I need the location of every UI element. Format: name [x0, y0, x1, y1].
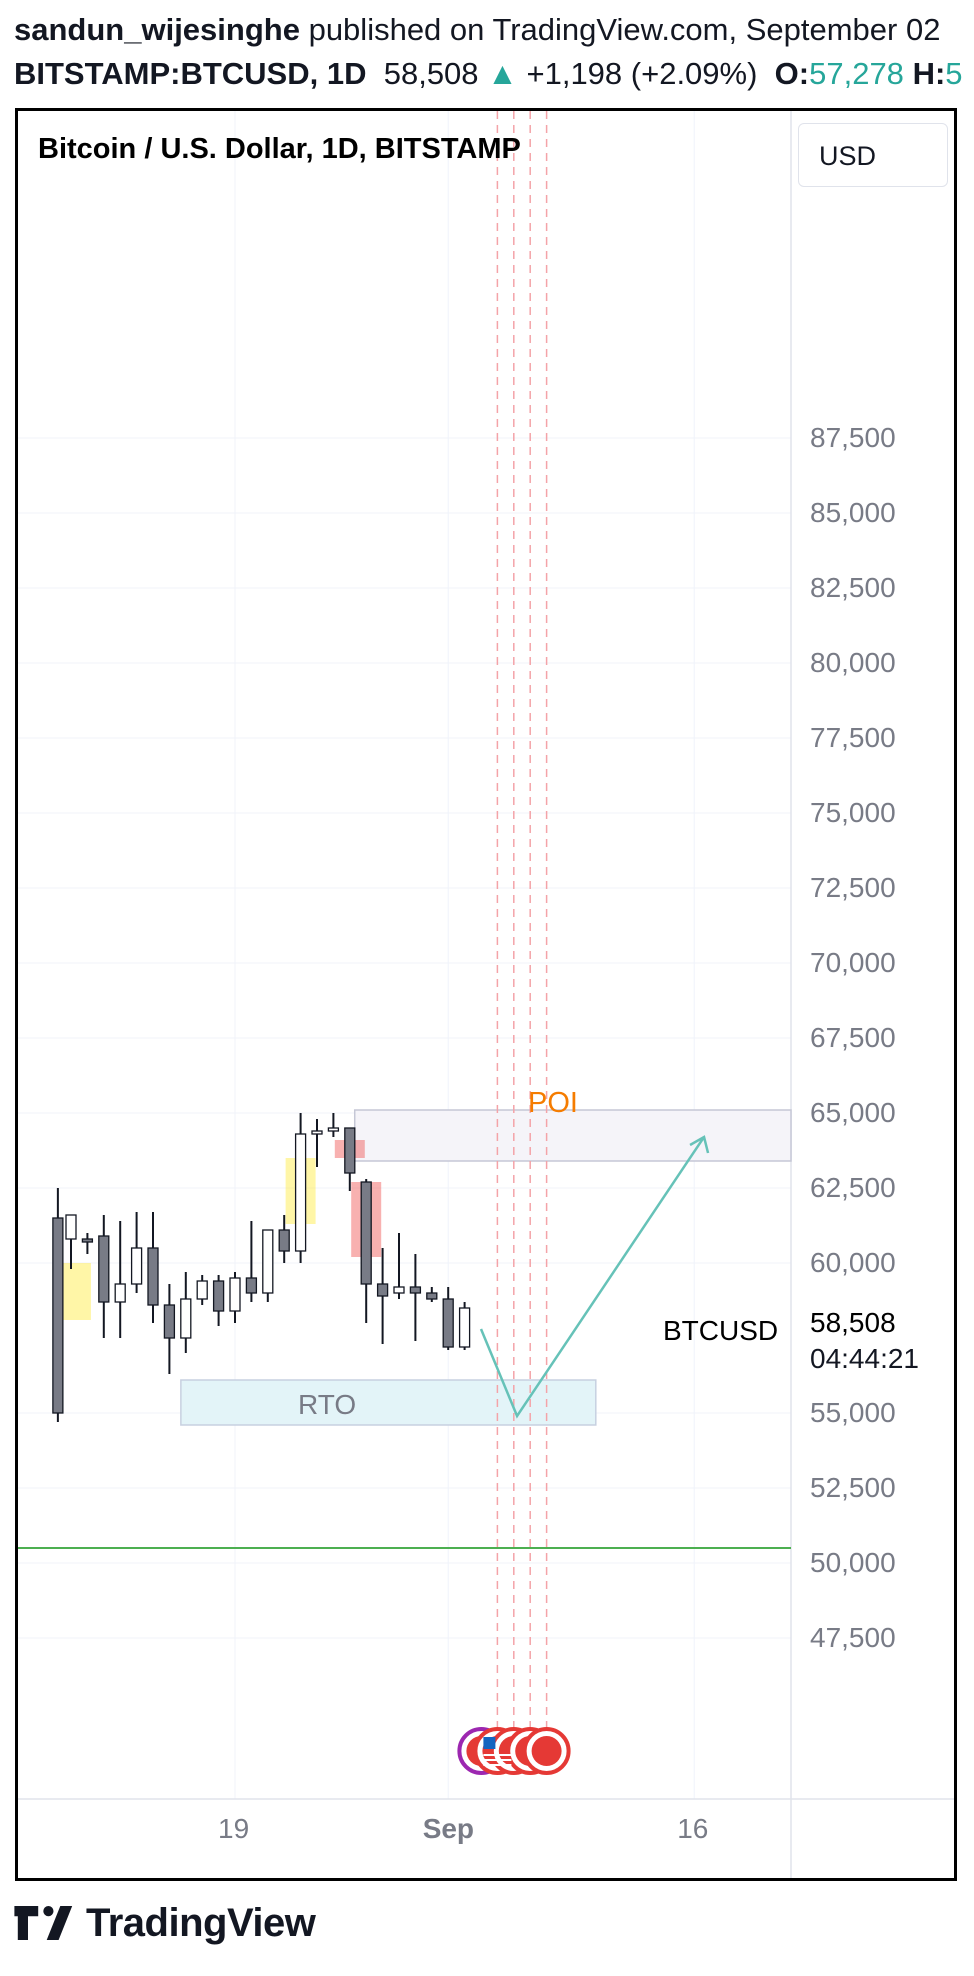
last-price: 58,508	[383, 56, 479, 91]
candle-body	[65, 1214, 77, 1240]
candle-body	[163, 1304, 176, 1339]
candle-body	[327, 1127, 340, 1132]
symbol-info-line: BITSTAMP:BTCUSD, 1D 58,508 ▲ +1,198 (+2.…	[14, 56, 963, 92]
candle-body	[409, 1286, 422, 1294]
high-value: 5	[945, 56, 963, 91]
us-flag-canton	[483, 1737, 496, 1749]
price-tick-label: 80,000	[810, 647, 896, 678]
price-tick-label: 65,000	[810, 1097, 896, 1128]
time-tick-label: 16	[677, 1813, 709, 1844]
candle-body	[294, 1133, 307, 1252]
price-tick-label: 52,500	[810, 1472, 896, 1503]
candle-body	[344, 1127, 356, 1174]
candle-body	[52, 1217, 64, 1414]
time-tick-label: 19	[218, 1813, 250, 1844]
open-value: 57,278	[809, 56, 904, 91]
price-tick-label: 60,000	[810, 1247, 896, 1278]
price-change: +1,198 (+2.09%)	[526, 56, 758, 91]
price-tick-label: 47,500	[810, 1622, 896, 1653]
price-tick-label: 50,000	[810, 1547, 896, 1578]
us-flag-event-icon-fill	[531, 1736, 562, 1766]
author-name[interactable]: sandun_wijesinghe	[14, 12, 300, 47]
candle-body	[442, 1298, 454, 1348]
candle-body	[393, 1286, 405, 1294]
up-arrow-icon: ▲	[487, 56, 518, 91]
price-tick-label: 75,000	[810, 797, 896, 828]
chart-frame[interactable]: Bitcoin / U.S. Dollar, 1D, BITSTAMP USD …	[15, 108, 957, 1881]
candle-body	[196, 1280, 208, 1300]
candle-body	[130, 1247, 143, 1285]
rto-label[interactable]: RTO	[298, 1389, 357, 1420]
candle-body	[114, 1283, 126, 1303]
poi-label[interactable]: POI	[528, 1087, 578, 1119]
chart-title: Bitcoin / U.S. Dollar, 1D, BITSTAMP	[38, 133, 521, 165]
tradingview-brand: TradingView	[86, 1900, 316, 1945]
candle-body	[360, 1181, 372, 1285]
candle-body	[458, 1307, 471, 1348]
publish-text: published on TradingView.com, September …	[308, 12, 941, 47]
rto-zone	[180, 1379, 597, 1426]
symbol-tag: BTCUSD	[663, 1315, 779, 1346]
chart-canvas[interactable]	[18, 111, 954, 1878]
price-tick-label: 67,500	[810, 1022, 896, 1053]
highlight-box	[60, 1263, 91, 1320]
price-tick-label: 70,000	[810, 947, 896, 978]
candle-body	[262, 1229, 274, 1294]
current-price-label: 58,508	[810, 1307, 896, 1338]
tradingview-footer[interactable]: TradingView	[14, 1898, 316, 1948]
price-tick-label: 85,000	[810, 497, 896, 528]
price-tick-label: 72,500	[810, 872, 896, 903]
price-tick-label: 82,500	[810, 572, 896, 603]
price-tick-label: 62,500	[810, 1172, 896, 1203]
candle-body	[426, 1292, 438, 1300]
poi-zone	[353, 1109, 792, 1162]
bar-countdown: 04:44:21	[810, 1343, 919, 1374]
candle-body	[180, 1298, 192, 1339]
time-tick-label: Sep	[422, 1813, 475, 1844]
candle-body	[98, 1235, 110, 1303]
open-label: O:	[774, 56, 810, 91]
tradingview-logo-icon	[14, 1906, 73, 1940]
candle-body	[245, 1277, 258, 1294]
candle-body	[278, 1229, 290, 1252]
candle-body	[147, 1247, 159, 1306]
projection-path	[479, 1136, 706, 1419]
symbol-title: BITSTAMP:BTCUSD, 1D	[14, 56, 367, 91]
publish-info: sandun_wijesinghe published on TradingVi…	[14, 12, 940, 48]
candle-body	[229, 1277, 241, 1312]
candle-body	[376, 1283, 389, 1297]
candle-body	[311, 1130, 323, 1135]
high-label: H:	[912, 56, 946, 91]
price-tick-label: 87,500	[810, 422, 896, 453]
candle-body	[81, 1238, 94, 1243]
candle-body	[212, 1280, 225, 1312]
price-tick-label: 77,500	[810, 722, 896, 753]
price-tick-label: 55,000	[810, 1397, 896, 1428]
projection-arrowhead	[689, 1135, 710, 1154]
currency-button[interactable]: USD	[798, 123, 948, 187]
